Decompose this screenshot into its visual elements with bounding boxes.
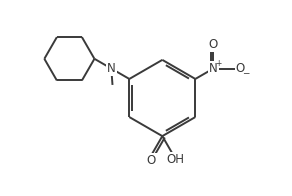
Text: −: − xyxy=(242,68,249,77)
Text: O: O xyxy=(147,154,156,167)
Text: O: O xyxy=(208,38,218,51)
Text: N: N xyxy=(107,62,116,75)
Text: +: + xyxy=(215,59,221,68)
Text: OH: OH xyxy=(166,153,185,166)
Text: O: O xyxy=(236,62,245,75)
Text: N: N xyxy=(209,62,218,75)
